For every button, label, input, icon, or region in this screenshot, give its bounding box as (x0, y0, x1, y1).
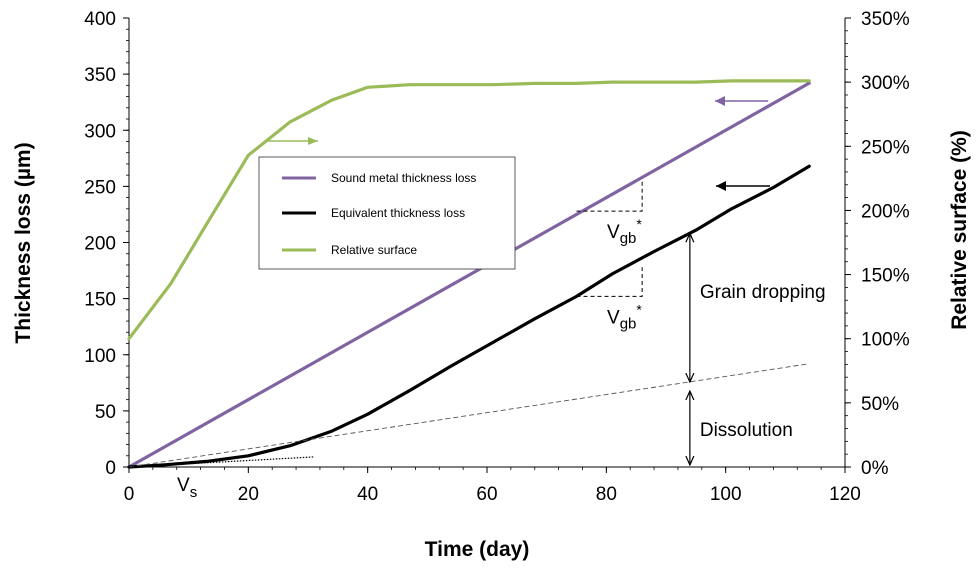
legend-label-relative-surface: Relative surface (331, 243, 417, 257)
series-line-2 (127, 79, 811, 341)
vs-subscript: s (190, 484, 198, 501)
x-tick-label: 40 (357, 484, 378, 505)
vgb-subscript: gb (620, 315, 637, 332)
left-tick-label: 0 (105, 458, 116, 479)
grain-dropping-label: Grain dropping (700, 282, 826, 303)
vs-main: V (177, 475, 190, 496)
vs-tangent-line (128, 456, 314, 468)
left-tick-label: 350 (84, 65, 116, 86)
left-tick-label: 250 (84, 177, 116, 198)
right-tick-label: 350% (861, 9, 910, 30)
left-tick-label: 100 (84, 346, 116, 367)
left-tick-label: 300 (84, 121, 116, 142)
right-tick-label: 200% (861, 201, 910, 222)
vs-label: Vs (177, 475, 197, 501)
left-tick-label: 200 (84, 234, 116, 255)
right-tick-label: 250% (861, 137, 910, 158)
series-line-1 (127, 164, 811, 469)
legend: Sound metal thickness loss Equivalent th… (258, 156, 516, 270)
right-tick-label: 0% (861, 458, 889, 479)
right-tick-label: 100% (861, 330, 910, 351)
vgb-main: V (607, 222, 620, 243)
x-tick-label: 80 (596, 484, 617, 505)
x-tick-label: 100 (710, 484, 742, 505)
right-tick-label: 150% (861, 266, 910, 287)
right-tick-label: 50% (861, 394, 899, 415)
x-tick-label: 120 (829, 484, 861, 505)
x-tick-label: 0 (124, 484, 135, 505)
legend-label-equivalent: Equivalent thickness loss (331, 206, 465, 220)
legend-label-sound-metal: Sound metal thickness loss (331, 171, 476, 185)
right-tick-label: 300% (861, 73, 910, 94)
x-tick-label: 20 (238, 484, 259, 505)
tick-labels: 0 20 40 60 80 100 120 0 50 100 150 200 250 300 350 400 0… (84, 9, 909, 505)
left-axis-title: Thickness loss (µm) (12, 142, 35, 343)
vgb-superscript: * (636, 216, 642, 232)
vgb-upper-triangle (576, 179, 643, 212)
vgb-lower-triangle (576, 267, 643, 297)
vgb-upper-label: Vgb* (607, 216, 642, 247)
vgb-superscript: * (636, 301, 642, 317)
axes (123, 17, 851, 473)
x-tick-label: 60 (476, 484, 497, 505)
vgb-lower-label: Vgb* (607, 301, 642, 332)
left-tick-label: 400 (84, 9, 116, 30)
x-axis-title: Time (day) (425, 538, 530, 561)
vgb-main: V (607, 307, 620, 328)
dissolution-line (128, 363, 810, 468)
right-axis-title: Relative surface (%) (948, 130, 971, 330)
dissolution-label: Dissolution (700, 420, 793, 441)
series-group (127, 79, 811, 469)
left-tick-label: 150 (84, 290, 116, 311)
left-tick-label: 50 (95, 402, 116, 423)
series-line-0 (127, 81, 811, 469)
vgb-subscript: gb (620, 230, 637, 247)
